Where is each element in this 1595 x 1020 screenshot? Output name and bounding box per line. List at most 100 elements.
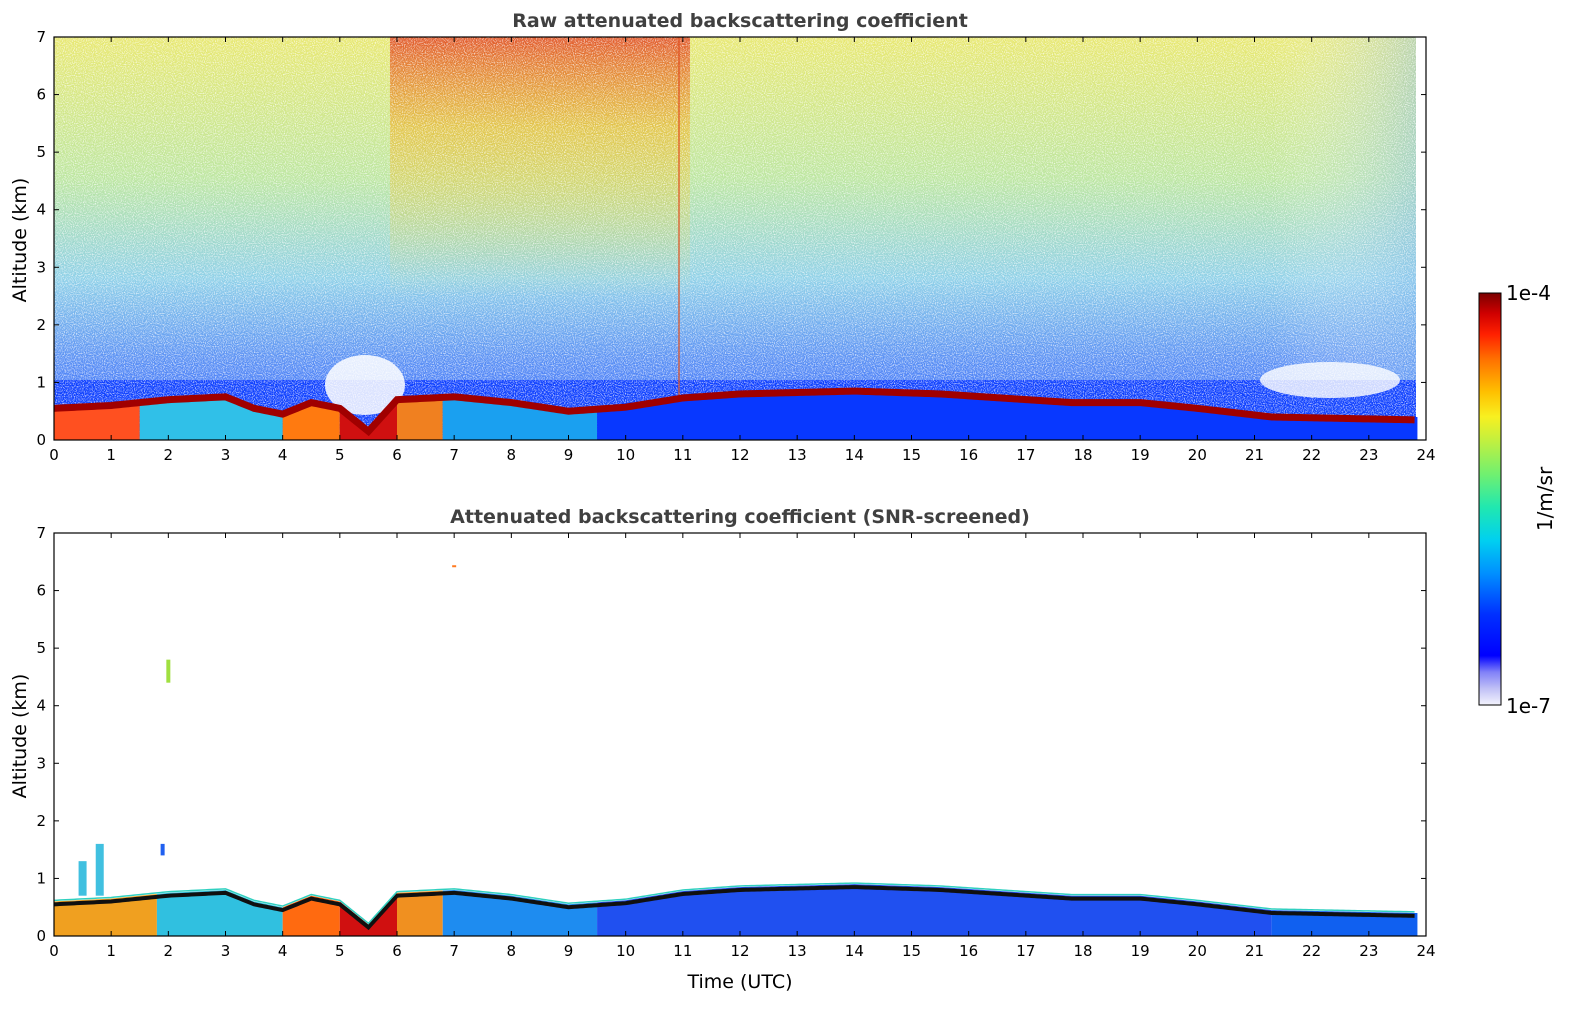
- x-tick-label: 16: [959, 942, 978, 960]
- x-tick-label: 5: [335, 942, 345, 960]
- layer-segment: [339, 892, 397, 936]
- x-tick-label: 8: [507, 446, 517, 464]
- x-tick-label: 15: [902, 446, 921, 464]
- x-tick-label: 7: [449, 446, 459, 464]
- colorbar-unit-label: 1/m/sr: [1533, 466, 1557, 531]
- chart-title: Attenuated backscattering coefficient (S…: [450, 506, 1030, 528]
- x-tick-label: 3: [221, 942, 231, 960]
- y-tick-label: 0: [36, 431, 46, 449]
- x-tick-label: 1: [106, 446, 116, 464]
- x-tick-label: 13: [788, 942, 807, 960]
- x-tick-label: 10: [616, 942, 635, 960]
- colorbar-max-label: 1e-4: [1506, 281, 1551, 305]
- y-axis-label: Altitude (km): [9, 178, 31, 303]
- y-tick-label: 4: [36, 697, 46, 715]
- x-tick-label: 9: [564, 942, 574, 960]
- x-tick-label: 22: [1302, 942, 1321, 960]
- x-tick-label: 11: [673, 942, 692, 960]
- plume-mark: [78, 861, 87, 896]
- x-tick-label: 2: [164, 446, 174, 464]
- y-tick-label: 1: [36, 373, 46, 391]
- x-tick-label: 17: [1016, 942, 1035, 960]
- raw-noise-field: [54, 37, 1416, 440]
- colorbar-min-label: 1e-7: [1506, 694, 1551, 718]
- y-tick-label: 1: [36, 869, 46, 887]
- x-tick-label: 18: [1073, 446, 1092, 464]
- x-tick-label: 16: [959, 446, 978, 464]
- x-tick-label: 4: [278, 942, 288, 960]
- y-tick-label: 6: [36, 582, 46, 600]
- layer-segment: [397, 890, 443, 936]
- x-axis: 0 1 2 3 4 5 6 7 8 9 10 11 12 13 14 15 16 17 18 19 20 21 22 23 24: [49, 37, 1436, 464]
- x-tick-label: 9: [564, 446, 574, 464]
- x-tick-label: 21: [1245, 446, 1264, 464]
- x-tick-label: 19: [1131, 446, 1150, 464]
- x-tick-label: 23: [1359, 942, 1378, 960]
- x-tick-label: 23: [1359, 446, 1378, 464]
- x-tick-label: 14: [845, 446, 864, 464]
- x-tick-label: 5: [335, 446, 345, 464]
- layer-segment: [597, 388, 1418, 440]
- y-tick-label: 3: [36, 258, 46, 276]
- y-axis: 0 1 2 3 4 5 6 7: [36, 524, 1426, 945]
- x-tick-label: 0: [49, 942, 59, 960]
- plot-area: [54, 565, 1418, 936]
- layer-top-line: [54, 885, 1415, 931]
- x-tick-label: 17: [1016, 446, 1035, 464]
- x-tick-label: 4: [278, 446, 288, 464]
- x-tick-label: 6: [392, 446, 402, 464]
- y-tick-label: 5: [36, 143, 46, 161]
- x-tick-label: 3: [221, 446, 231, 464]
- colorbar-gradient: [1478, 292, 1502, 706]
- x-axis: 0 1 2 3 4 5 6 7 8 9 10 11 12 13 14 15 16 17 18 19 20 21 22 23 24: [49, 533, 1436, 960]
- layer-segment: [442, 393, 598, 440]
- y-tick-label: 7: [36, 28, 46, 46]
- x-tick-label: 13: [788, 446, 807, 464]
- x-tick-label: 1: [106, 942, 116, 960]
- feature-mark: [166, 659, 171, 683]
- y-tick-label: 4: [36, 201, 46, 219]
- panel-raw: Raw attenuated backscattering coefficien…: [9, 10, 1436, 464]
- panel-screened: Attenuated backscattering coefficient (S…: [9, 506, 1436, 993]
- x-tick-label: 10: [616, 446, 635, 464]
- x-axis-label: Time (UTC): [686, 971, 792, 993]
- x-tick-label: 20: [1188, 446, 1207, 464]
- layer-segment: [442, 889, 598, 936]
- x-tick-label: 24: [1416, 942, 1435, 960]
- x-tick-label: 8: [507, 942, 517, 960]
- x-tick-label: 7: [449, 942, 459, 960]
- x-tick-label: 12: [730, 446, 749, 464]
- y-tick-label: 6: [36, 86, 46, 104]
- y-tick-label: 5: [36, 639, 46, 657]
- x-tick-label: 24: [1416, 446, 1435, 464]
- y-axis: 0 1 2 3 4 5 6 7: [36, 28, 1426, 449]
- layer-top-line: [54, 387, 1415, 437]
- x-tick-label: 19: [1131, 942, 1150, 960]
- x-tick-label: 12: [730, 942, 749, 960]
- plot-area: [54, 37, 1418, 440]
- plot-frame: [53, 532, 1427, 937]
- feature-mark: [160, 843, 165, 856]
- plume-mark: [95, 843, 104, 896]
- y-tick-label: 2: [36, 812, 46, 830]
- y-tick-label: 3: [36, 754, 46, 772]
- colorbar: 1e-4 1e-7 1/m/sr: [1478, 281, 1557, 718]
- x-tick-label: 2: [164, 942, 174, 960]
- isolated-features: [78, 565, 457, 896]
- y-axis-label: Altitude (km): [9, 674, 31, 799]
- x-tick-label: 14: [845, 942, 864, 960]
- y-tick-label: 7: [36, 524, 46, 542]
- chart-title: Raw attenuated backscattering coefficien…: [512, 10, 968, 32]
- boundary-layer: [54, 387, 1418, 440]
- y-tick-label: 0: [36, 927, 46, 945]
- x-tick-label: 18: [1073, 942, 1092, 960]
- layer-segment: [339, 396, 397, 440]
- x-tick-label: 0: [49, 446, 59, 464]
- x-tick-label: 20: [1188, 942, 1207, 960]
- x-tick-label: 22: [1302, 446, 1321, 464]
- boundary-layer: [54, 882, 1418, 936]
- x-tick-label: 6: [392, 942, 402, 960]
- x-tick-label: 15: [902, 942, 921, 960]
- x-tick-label: 11: [673, 446, 692, 464]
